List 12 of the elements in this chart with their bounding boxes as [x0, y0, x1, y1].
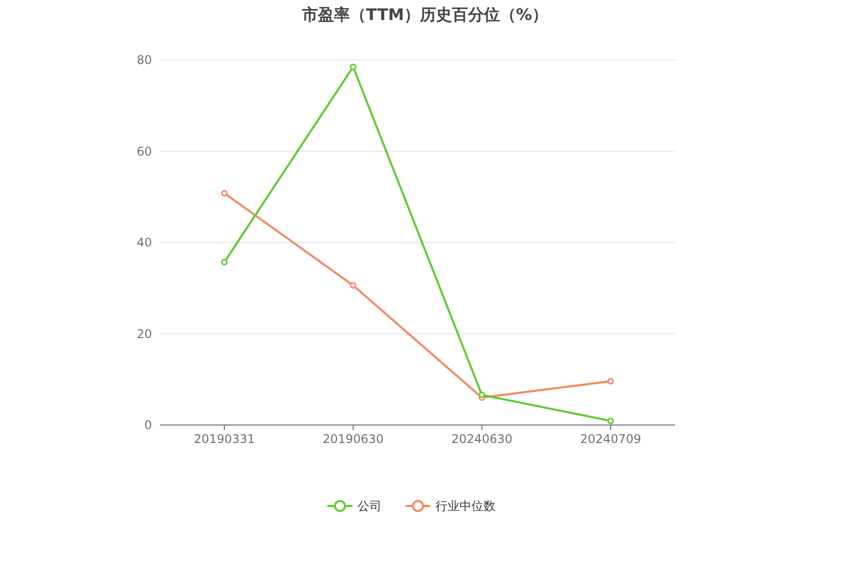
chart-title: 市盈率（TTM）历史百分位（%）	[300, 5, 548, 24]
legend-label: 行业中位数	[436, 499, 496, 513]
x-tick-label: 20240630	[451, 432, 512, 446]
y-tick-label: 60	[136, 144, 152, 158]
y-tick-label: 0	[144, 418, 152, 432]
x-tick-label: 20190630	[322, 432, 384, 446]
x-tick-label: 20190331	[194, 432, 255, 446]
y-tick-label: 80	[136, 53, 152, 67]
y-tick-label: 20	[136, 326, 152, 341]
y-tick-label: 40	[136, 236, 152, 250]
x-tick-label: 20240709	[580, 432, 642, 446]
legend-label: 公司	[358, 499, 382, 513]
